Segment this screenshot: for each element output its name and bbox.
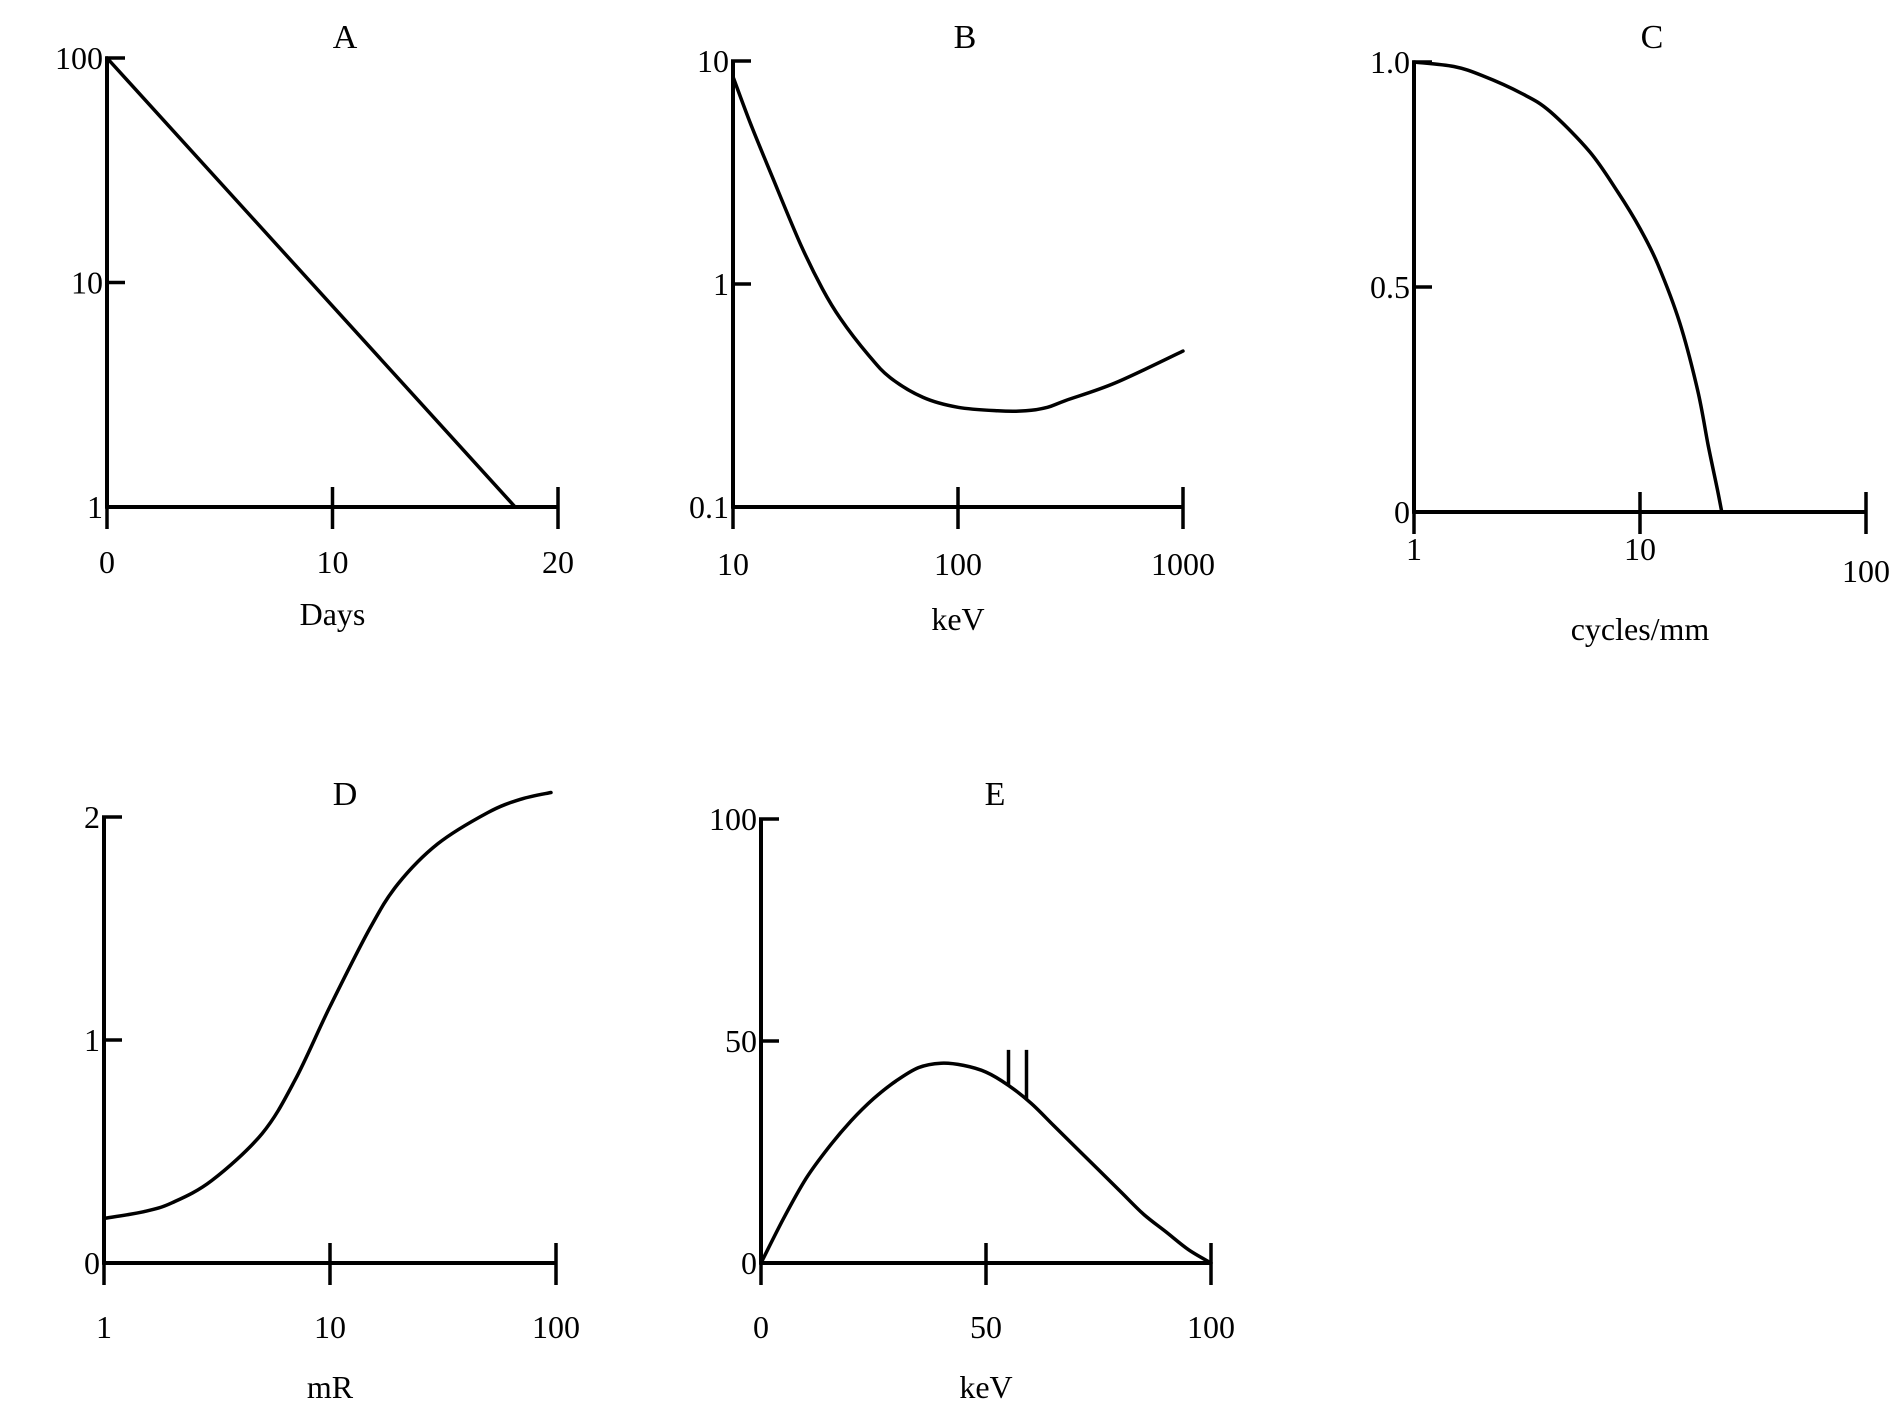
x-tick-label-b: 1000 [1151, 546, 1215, 582]
y-tick-label-d: 2 [84, 799, 100, 835]
y-tick-label-b: 0.1 [689, 489, 729, 525]
chart-title-a: A [333, 19, 358, 56]
x-axis-label-d: mR [307, 1369, 354, 1403]
chart-panel-e: E 0 50 100 0 50 100 keV [709, 776, 1235, 1403]
chart-title-e: E [985, 776, 1006, 813]
y-tick-label-e: 0 [741, 1245, 757, 1281]
x-axis-label-e: keV [959, 1369, 1012, 1403]
x-tick-label-d: 10 [314, 1309, 346, 1345]
y-tick-label-a: 100 [55, 40, 103, 76]
y-tick-label-e: 50 [725, 1023, 757, 1059]
series-line-d [102, 790, 553, 1221]
x-tick-label-e: 0 [753, 1309, 769, 1345]
x-tick-label-c: 1 [1406, 531, 1422, 567]
y-tick-label-a: 1 [87, 489, 103, 525]
y-tick-label-c: 1.0 [1370, 44, 1410, 80]
x-tick-label-c: 100 [1842, 553, 1890, 589]
x-tick-label-e: 50 [970, 1309, 1002, 1345]
chart-panel-d: D 0 1 2 1 10 100 mR [84, 776, 580, 1403]
x-tick-label-e: 100 [1187, 1309, 1235, 1345]
chart-title-d: D [333, 776, 358, 813]
x-tick-label-b: 100 [934, 546, 982, 582]
chart-title-c: C [1641, 19, 1664, 56]
chart-panel-b: B 0.1 1 10 10 100 1000 keV [689, 19, 1215, 637]
x-tick-label-d: 1 [96, 1309, 112, 1345]
x-tick-label-d: 100 [532, 1309, 580, 1345]
chart-title-b: B [954, 19, 977, 56]
series-line-e [759, 1061, 1213, 1265]
y-tick-label-c: 0 [1394, 494, 1410, 530]
x-tick-label-c: 10 [1624, 531, 1656, 567]
series-line-b [731, 74, 1185, 413]
series-line-c [1412, 60, 1724, 514]
y-tick-label-d: 1 [84, 1022, 100, 1058]
x-tick-label-b: 10 [717, 546, 749, 582]
y-tick-label-b: 1 [713, 266, 729, 302]
x-axis-label-a: Days [300, 596, 366, 632]
x-axis-label-b: keV [931, 601, 984, 637]
x-axis-label-c: cycles/mm [1571, 611, 1710, 647]
x-tick-label-a: 0 [99, 544, 115, 580]
chart-panel-a: A 1 10 100 0 10 20 Days [55, 19, 574, 632]
y-tick-label-c: 0.5 [1370, 269, 1410, 305]
x-tick-label-a: 10 [317, 544, 349, 580]
y-tick-label-e: 100 [709, 801, 757, 837]
chart-panel-c: C 0 0.5 1.0 1 10 100 cycles/mm [1370, 19, 1890, 647]
y-tick-label-b: 10 [697, 43, 729, 79]
y-tick-label-a: 10 [71, 265, 103, 301]
series-line-a [105, 56, 517, 509]
x-tick-label-a: 20 [542, 544, 574, 580]
y-tick-label-d: 0 [84, 1245, 100, 1281]
